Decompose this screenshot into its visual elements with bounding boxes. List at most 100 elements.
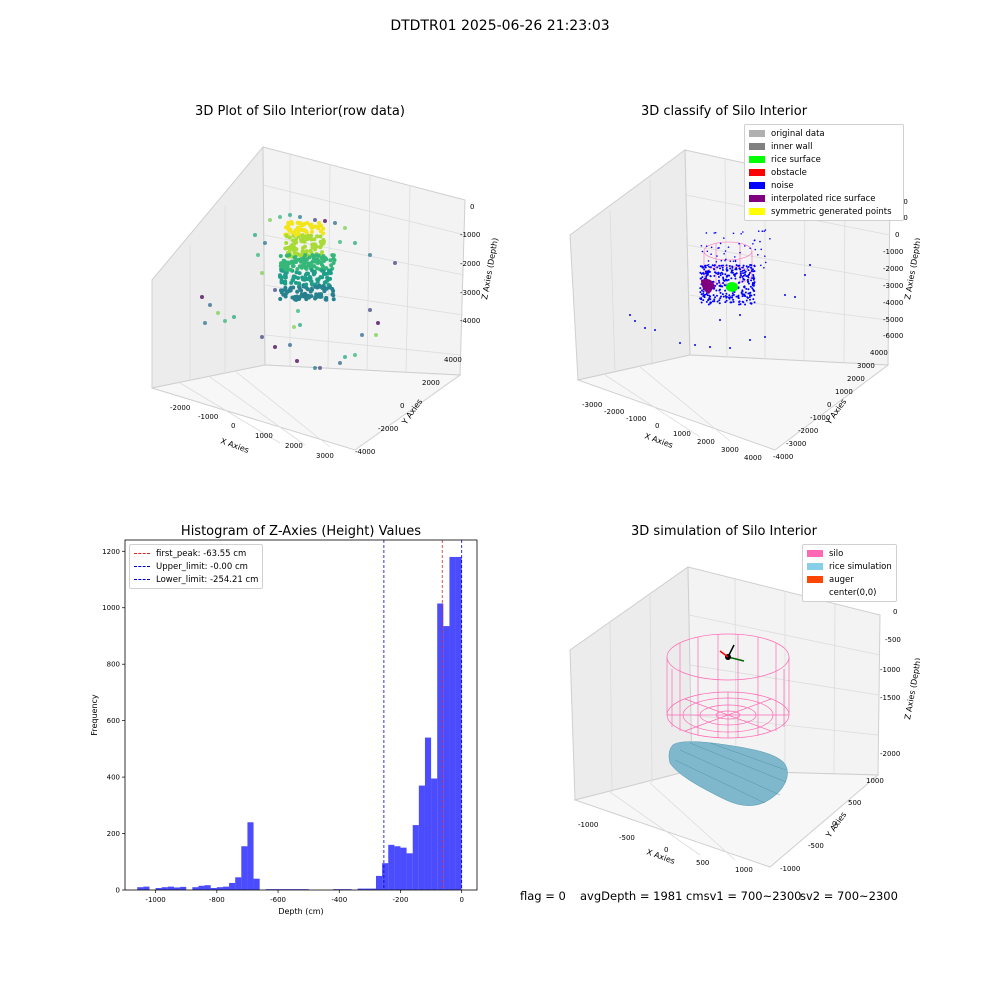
histogram-bar	[210, 888, 217, 890]
raw-point	[324, 266, 329, 271]
classify-point	[732, 293, 735, 296]
raw-point	[303, 293, 307, 297]
histogram-bar	[296, 889, 303, 890]
raw-plot-title: 3D Plot of Silo Interior(row data)	[195, 104, 405, 119]
raw-point	[289, 220, 294, 225]
classify-point	[709, 298, 712, 301]
raw-x-tick: 3000	[316, 452, 334, 460]
legend-color-swatch	[807, 550, 823, 557]
raw-z-tick: -2000	[460, 260, 480, 268]
histogram-y-tick-label: 1200	[102, 548, 120, 556]
classify-point	[750, 279, 753, 282]
classify-point	[730, 277, 733, 280]
simulation-x-tick: 0	[664, 846, 668, 854]
raw-point	[295, 267, 300, 272]
raw-point	[306, 293, 311, 298]
raw-point	[273, 288, 277, 292]
classify-point	[742, 272, 745, 275]
legend-label: rice surface	[771, 154, 821, 165]
classify-point	[750, 302, 753, 305]
raw-point	[283, 294, 288, 299]
classify-point	[724, 301, 727, 304]
classify-point	[735, 264, 738, 267]
raw-point	[320, 250, 325, 255]
classify-point	[730, 269, 733, 272]
classify-point	[744, 295, 747, 298]
histogram-y-tick-label: 400	[107, 774, 120, 782]
raw-point	[200, 295, 204, 299]
raw-x-ticks: -2000 -1000 0 1000 2000 3000	[170, 404, 334, 460]
classify-point	[718, 281, 721, 284]
raw-point	[263, 241, 267, 245]
raw-z-tick: -1000	[460, 231, 480, 239]
classify-z-label: Z Axies (Depth)	[903, 237, 920, 300]
classify-point	[719, 291, 722, 294]
classify-point	[749, 266, 752, 269]
raw-x-tick: -1000	[198, 413, 218, 421]
raw-point	[315, 234, 320, 239]
raw-3d-plot[interactable]: -2000 -1000 0 1000 2000 3000 X Axies -40…	[130, 125, 500, 460]
classify-point	[700, 272, 703, 275]
raw-point	[232, 315, 236, 319]
raw-point	[343, 226, 347, 230]
classify-point	[757, 230, 760, 232]
raw-point	[312, 270, 317, 275]
classify-point	[726, 266, 728, 269]
raw-point	[291, 259, 296, 264]
raw-point	[305, 257, 310, 262]
raw-point	[302, 244, 307, 249]
classify-point	[737, 295, 740, 298]
raw-point	[318, 366, 322, 370]
raw-y-tick: -2000	[378, 425, 398, 433]
histogram-bar	[198, 885, 205, 890]
legend-label: interpolated rice surface	[771, 193, 876, 204]
simulation-y-tick: -500	[808, 842, 824, 850]
classify-point	[728, 294, 731, 297]
legend-label: center(0,0)	[829, 587, 877, 598]
classify-point	[699, 287, 702, 290]
classify-point	[719, 319, 721, 321]
classify-point	[727, 296, 730, 299]
raw-point	[278, 215, 282, 219]
classify-legend-item: obstacle	[749, 166, 899, 179]
raw-point	[374, 333, 378, 337]
histogram-y-tick-label: 0	[116, 887, 120, 895]
classify-x-tick: -1000	[626, 415, 646, 423]
legend-label: original data	[771, 128, 825, 139]
histogram-bar	[167, 886, 174, 890]
raw-point	[298, 253, 303, 258]
classify-point	[717, 279, 720, 282]
raw-point	[282, 281, 287, 286]
raw-y-tick: 0	[400, 402, 404, 410]
simulation-z-ticks: -2000 -1500 -1000 -500 0	[880, 608, 901, 758]
histogram-bar	[418, 785, 425, 890]
classify-point	[742, 231, 744, 233]
classify-point	[721, 268, 724, 271]
classify-point	[749, 247, 751, 250]
classify-interpolated-cluster	[701, 278, 715, 294]
classify-x-tick: 2000	[697, 438, 715, 446]
classify-point	[701, 250, 704, 253]
simulation-3d-plot[interactable]: -1000 -500 0 500 1000 X Axies -1000 -500…	[560, 545, 920, 875]
classify-point	[724, 250, 727, 252]
raw-x-label: X Axies	[219, 436, 250, 455]
raw-point	[293, 255, 298, 260]
histogram-chart[interactable]: -1000 -800 -600 -400 -200 0 0 200 400 600 800 1000…	[80, 530, 490, 920]
classify-point	[715, 294, 718, 297]
legend-color-swatch	[807, 563, 823, 570]
simulation-y-tick: 500	[848, 799, 861, 807]
raw-z-tick: -4000	[460, 317, 480, 325]
simulation-x-tick: -1000	[578, 821, 598, 829]
raw-point	[297, 271, 302, 276]
raw-point	[306, 261, 311, 266]
classify-y-tick: -1000	[810, 414, 830, 422]
histogram-bar	[333, 889, 340, 890]
classify-point	[725, 258, 727, 261]
classify-point	[644, 327, 646, 329]
raw-point	[311, 242, 316, 247]
raw-point	[294, 240, 299, 245]
classify-3d-plot[interactable]: -3000 -2000 -1000 0 1000 2000 3000 4000 …	[560, 125, 920, 465]
classify-point	[721, 293, 724, 296]
classify-point	[724, 273, 727, 276]
classify-point	[727, 246, 730, 248]
